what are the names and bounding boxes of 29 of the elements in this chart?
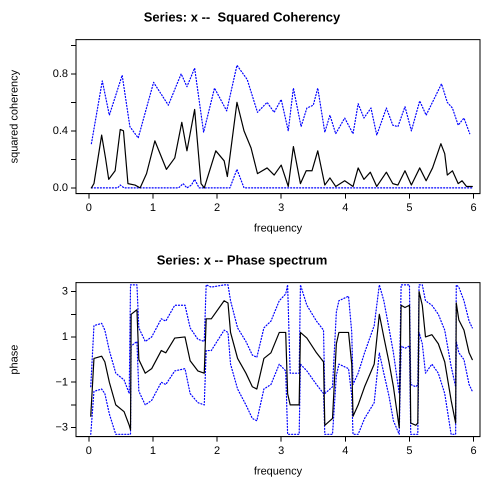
x-tick-label: 4 <box>342 202 348 214</box>
x-tick-label: 1 <box>150 445 156 458</box>
x-tick-label: 4 <box>342 445 348 458</box>
y-tick-label: 0.8 <box>52 68 68 80</box>
x-tick-label: 1 <box>150 202 156 214</box>
x-tick-label: 2 <box>214 445 220 458</box>
x-tick-label: 6 <box>470 445 477 458</box>
line-series <box>90 168 474 188</box>
y-tick-label: 1 <box>62 330 68 343</box>
y-tick-label: −3 <box>55 422 68 434</box>
y-tick-label: 3 <box>62 286 68 298</box>
y-axis-title: phase <box>8 344 21 375</box>
line-series <box>90 64 470 144</box>
y-axis-title: squared coherency <box>8 69 21 164</box>
x-axis-title: frequency <box>254 222 303 234</box>
x-tick-label: 5 <box>406 202 413 214</box>
chart-title: Series: x -- Squared Coherency <box>144 9 342 24</box>
x-tick-label: 0 <box>86 202 92 214</box>
chart-title: Series: x -- Phase spectrum <box>156 252 328 268</box>
x-tick-label: 3 <box>278 445 284 458</box>
x-axis-title: frequency <box>254 465 303 478</box>
x-tick-label: 0 <box>86 445 92 458</box>
y-tick-label: −1 <box>55 376 68 388</box>
x-tick-label: 2 <box>214 202 220 214</box>
x-tick-label: 3 <box>278 202 284 214</box>
x-tick-label: 6 <box>470 202 477 214</box>
y-tick-label: 0.0 <box>52 182 68 194</box>
x-tick-label: 5 <box>406 445 413 458</box>
y-tick-label: 0.4 <box>52 124 68 137</box>
